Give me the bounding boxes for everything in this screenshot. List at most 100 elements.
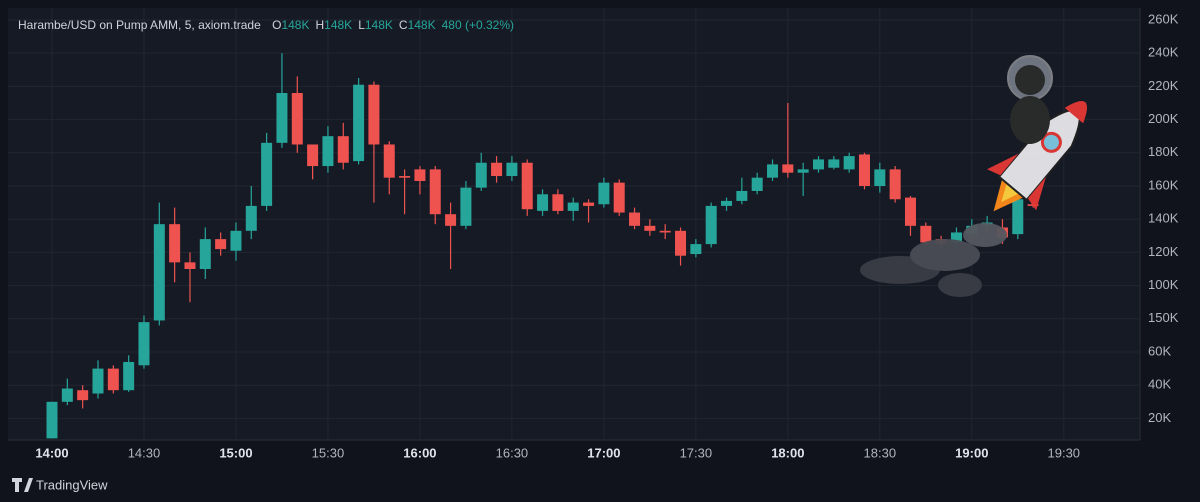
rocket-fin: [987, 153, 1019, 176]
ohlc-key: O: [272, 18, 281, 32]
candle-body: [889, 169, 901, 200]
candle-body: [797, 169, 809, 173]
candle-body: [537, 194, 549, 211]
candle-body: [353, 84, 365, 162]
ohlc-key: H: [315, 18, 324, 32]
candle-body: [751, 177, 763, 191]
candle-body: [307, 144, 319, 167]
y-tick-label: 40K: [1148, 377, 1171, 392]
x-tick-label: 19:00: [955, 445, 988, 460]
rocket-window: [1040, 131, 1062, 153]
candle-body: [920, 225, 932, 243]
y-tick-label: 150K: [1148, 310, 1179, 325]
candle-body: [721, 200, 733, 206]
candle-body: [950, 232, 962, 243]
x-tick-label: 14:30: [128, 445, 161, 460]
candle-body: [322, 136, 334, 167]
ohlc-value: 148K: [324, 18, 352, 32]
x-tick-label: 14:00: [35, 445, 68, 460]
x-tick-label: 15:30: [312, 445, 345, 460]
candle-body: [245, 205, 257, 231]
gorilla-body: [1010, 96, 1050, 144]
candle-body: [675, 230, 687, 256]
candle-body: [736, 190, 748, 201]
candle-body: [629, 212, 641, 226]
candle-body: [383, 144, 395, 178]
candle-body: [61, 388, 73, 402]
gorilla: [1007, 55, 1053, 144]
candle-body: [138, 322, 150, 366]
candle-body: [92, 368, 104, 394]
rocket-nose: [1064, 101, 1087, 124]
candle-body: [506, 162, 518, 177]
candle-body: [199, 239, 211, 269]
ohlc-value: 148K: [408, 18, 436, 32]
change: 480 (+0.32%): [442, 18, 514, 32]
candle-body: [429, 169, 441, 215]
candle-body: [475, 162, 487, 188]
candle-body: [414, 169, 426, 182]
candle-body: [291, 93, 303, 145]
candle-body: [767, 164, 779, 178]
brand: TradingView: [12, 477, 108, 492]
candle-body: [813, 159, 824, 170]
smoke: [910, 239, 980, 271]
candle-body: [368, 84, 380, 145]
x-tick-label: 19:30: [1048, 445, 1081, 460]
y-tick-label: 240K: [1148, 45, 1179, 60]
rocket: [987, 101, 1087, 212]
x-tick-label: 18:00: [771, 445, 804, 460]
candle-body: [598, 182, 610, 205]
ohlc-key: L: [358, 18, 365, 32]
brand-name: TradingView: [36, 477, 108, 492]
candle-body: [445, 214, 457, 226]
candle-body: [107, 368, 119, 391]
rocket-illustration: [860, 55, 1087, 297]
y-tick-label: 20K: [1148, 410, 1171, 425]
y-tick-label: 160K: [1148, 177, 1179, 192]
candles: [46, 53, 1039, 439]
candle-body: [874, 169, 886, 186]
grid: [8, 8, 1140, 440]
symbol-title: Harambe/USD on Pump AMM, 5, axiom.trade: [18, 18, 261, 32]
candle-body: [583, 202, 595, 206]
candle-body: [153, 224, 165, 321]
x-tick-label: 16:30: [496, 445, 529, 460]
x-tick-label: 17:00: [587, 445, 620, 460]
candle-body: [521, 162, 533, 210]
candle-body: [215, 239, 227, 250]
candle-body: [782, 164, 794, 173]
smoke: [963, 223, 1007, 247]
candle-body: [613, 182, 625, 213]
candle-body: [46, 401, 58, 439]
candle-body: [460, 187, 472, 226]
y-tick-label: 120K: [1148, 244, 1179, 259]
candle-body: [261, 142, 273, 206]
candle-body: [644, 225, 656, 231]
candle-body: [230, 230, 242, 251]
candle-body: [567, 202, 579, 211]
candle-body: [337, 136, 349, 163]
candle-body: [552, 194, 564, 211]
x-tick-label: 15:00: [219, 445, 252, 460]
ohlc-value: 148K: [281, 18, 309, 32]
candle-body: [705, 205, 717, 245]
flame: [1001, 183, 1019, 203]
candle-body: [828, 159, 840, 168]
candle-body: [123, 361, 135, 391]
candle-body: [659, 230, 671, 233]
y-tick-label: 100K: [1148, 277, 1179, 292]
candle-body: [184, 262, 196, 269]
candle-body: [169, 224, 181, 263]
candle-body: [904, 197, 916, 226]
candle-body: [1012, 199, 1024, 235]
candle-body: [399, 176, 411, 178]
candle-body: [77, 390, 89, 401]
candle-body: [491, 162, 503, 177]
y-tick-label: 140K: [1148, 211, 1179, 226]
rocket-fin: [1027, 176, 1046, 211]
y-tick-label: 180K: [1148, 144, 1179, 159]
legend-header: Harambe/USD on Pump AMM, 5, axiom.trade …: [18, 18, 514, 32]
